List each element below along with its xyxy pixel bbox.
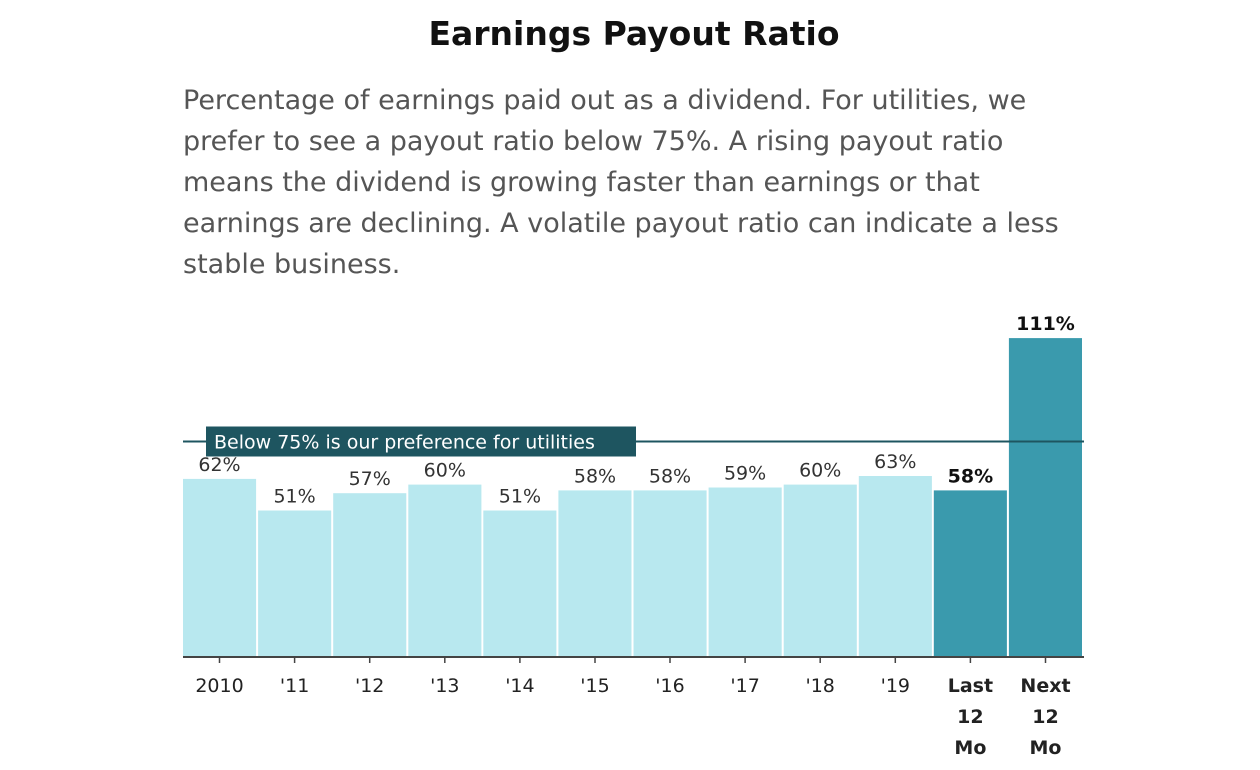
bar-4 xyxy=(483,510,557,657)
bar-9 xyxy=(858,476,932,657)
tick-label-4: '14 xyxy=(505,675,534,697)
tick-labels-layer: 2010'11'12'13'14'15'16'17'18'19 Last 12 MoN… xyxy=(195,675,1070,759)
chart-title: Earnings Payout Ratio xyxy=(428,14,840,53)
reference-label: Below 75% is our preference for utilitie… xyxy=(214,432,595,454)
tick-label-8: '18 xyxy=(805,675,834,697)
bar-0 xyxy=(183,478,257,657)
data-label-0: 62% xyxy=(198,454,240,476)
data-label-8: 60% xyxy=(799,460,841,482)
data-label-9: 63% xyxy=(874,451,916,473)
data-label-1: 51% xyxy=(273,486,315,508)
bar-6 xyxy=(633,490,707,657)
tick-label-7: '17 xyxy=(730,675,759,697)
tick-label-6: '16 xyxy=(655,675,684,697)
reference-layer: Below 75% is our preference for utilitie… xyxy=(183,426,1084,457)
tick-label-1: '11 xyxy=(280,675,309,697)
tick-label-4-line-0: '14 xyxy=(505,675,534,697)
tick-label-11-line-1: 12 xyxy=(1032,706,1058,728)
bar-8 xyxy=(783,484,857,657)
tick-label-3-line-0: '13 xyxy=(430,675,459,697)
data-label-2: 57% xyxy=(349,468,391,490)
tick-label-11: Next 12 Mo xyxy=(1020,675,1070,759)
data-label-3: 60% xyxy=(424,460,466,482)
bars-layer xyxy=(183,338,1082,657)
tick-label-6-line-0: '16 xyxy=(655,675,684,697)
bar-3 xyxy=(408,484,482,657)
tick-label-11-line-2: Mo xyxy=(1030,737,1062,759)
data-label-10: 58% xyxy=(948,465,993,487)
data-label-5: 58% xyxy=(574,465,616,487)
tick-label-3: '13 xyxy=(430,675,459,697)
tick-label-9: '19 xyxy=(881,675,910,697)
tick-label-9-line-0: '19 xyxy=(881,675,910,697)
tick-label-0-line-0: 2010 xyxy=(195,675,243,697)
bar-1 xyxy=(258,510,332,657)
tick-label-5: '15 xyxy=(580,675,609,697)
tick-label-2-line-0: '12 xyxy=(355,675,384,697)
data-label-4: 51% xyxy=(499,486,541,508)
data-label-6: 58% xyxy=(649,465,691,487)
tick-label-10-line-2: Mo xyxy=(954,737,986,759)
data-labels-layer: 62% 51% 57% 60% 51% 58% 58% 59% 60% 63% 58% 111% xyxy=(198,313,1074,507)
tick-label-7-line-0: '17 xyxy=(730,675,759,697)
tick-label-10-line-1: 12 xyxy=(957,706,983,728)
data-label-7: 59% xyxy=(724,463,766,485)
axis-layer xyxy=(183,656,1084,663)
chart-subtitle: Percentage of earnings paid out as a div… xyxy=(183,85,1059,280)
bar-10 xyxy=(933,490,1007,657)
tick-label-10: Last 12 Mo xyxy=(948,675,993,759)
tick-label-5-line-0: '15 xyxy=(580,675,609,697)
tick-label-2: '12 xyxy=(355,675,384,697)
tick-label-0: 2010 xyxy=(195,675,243,697)
tick-label-11-line-0: Next xyxy=(1020,675,1070,697)
reference-label-box xyxy=(206,426,636,457)
bar-7 xyxy=(708,487,782,657)
bar-2 xyxy=(333,493,407,657)
data-label-11: 111% xyxy=(1016,313,1075,335)
tick-label-10-line-0: Last xyxy=(948,675,993,697)
tick-label-8-line-0: '18 xyxy=(805,675,834,697)
bar-5 xyxy=(558,490,632,657)
tick-label-1-line-0: '11 xyxy=(280,675,309,697)
bar-11 xyxy=(1008,338,1082,657)
